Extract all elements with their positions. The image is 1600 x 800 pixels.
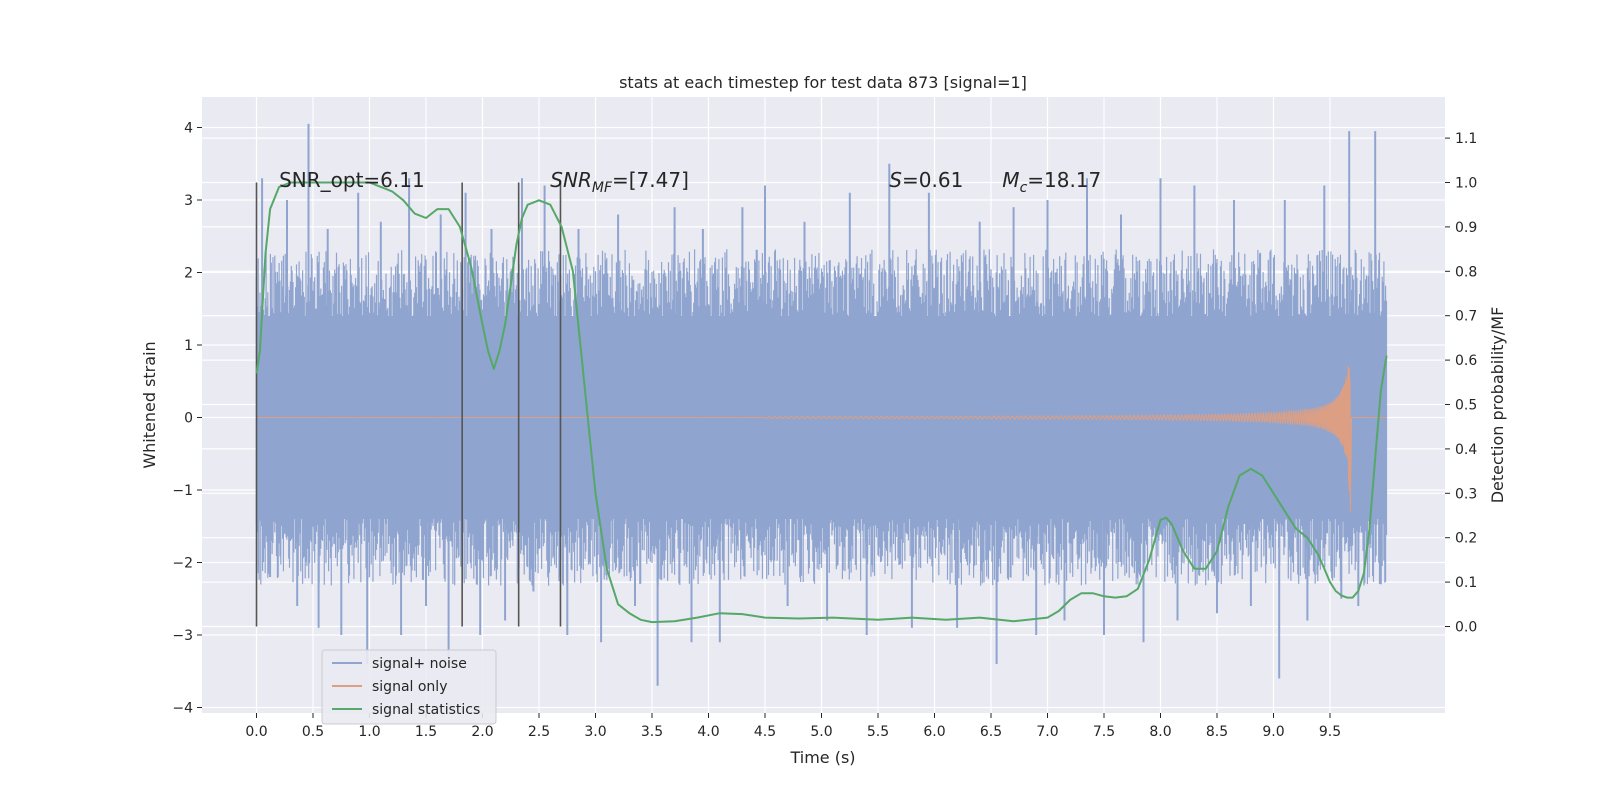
x-tick-label-11: 5.5: [867, 724, 889, 740]
right-y-tick-label-5: 0.6: [1455, 353, 1477, 369]
left-y-tick-label-7: −3: [172, 628, 193, 644]
right-y-tick-label-8: 0.3: [1455, 486, 1477, 502]
left-y-axis-label: Whitened strain: [140, 341, 159, 468]
signal-only-line: [256, 365, 1387, 512]
x-tick-label-7: 3.5: [641, 724, 663, 740]
annotations: SNR_opt=6.11 SNRMF=[7.47] S=0.61 Mc=18.17: [279, 168, 1101, 196]
right-y-tick-label-11: 0.0: [1455, 620, 1477, 636]
left-y-tick-label-4: 0: [184, 411, 193, 427]
left-y-tick-label-6: −2: [172, 556, 193, 572]
chart-title: stats at each timestep for test data 873…: [619, 73, 1027, 92]
x-tick-label-9: 4.5: [754, 724, 776, 740]
signal-statistics-line: [255, 181, 1388, 624]
x-tick-label-13: 6.5: [980, 724, 1002, 740]
x-tick-label-16: 8.0: [1149, 724, 1171, 740]
legend-label-signal-only: signal only: [372, 679, 447, 695]
vertical-markers: [255, 182, 562, 627]
annotation-0: SNR_opt=6.11: [279, 168, 425, 192]
x-tick-label-3: 1.5: [415, 724, 437, 740]
left-y-tick-label-3: 1: [184, 338, 193, 354]
right-y-tick-label-10: 0.1: [1455, 575, 1477, 591]
x-tick-label-8: 4.0: [697, 724, 719, 740]
x-tick-label-15: 7.5: [1093, 724, 1115, 740]
x-tick-label-19: 9.5: [1319, 724, 1341, 740]
x-tick-label-10: 5.0: [810, 724, 832, 740]
annotation-2: S=0.61: [889, 168, 963, 192]
left-y-tick-label-8: −4: [172, 701, 193, 717]
right-y-tick-label-7: 0.4: [1455, 442, 1477, 458]
legend-label-signal-noise: signal+ noise: [372, 656, 467, 672]
right-y-axis-label: Detection probability/MF: [1488, 307, 1507, 504]
x-tick-label-2: 1.0: [358, 724, 380, 740]
left-y-tick-label-0: 4: [184, 121, 193, 137]
x-tick-label-14: 7.0: [1036, 724, 1058, 740]
legend-label-signal-statistics: signal statistics: [372, 702, 480, 718]
right-y-tick-label-2: 0.9: [1455, 220, 1477, 236]
right-y-tick-label-0: 1.1: [1455, 131, 1477, 147]
signal-statistics-series: [255, 181, 1388, 624]
right-y-tick-label-4: 0.7: [1455, 309, 1477, 325]
legend-box: [321, 649, 497, 725]
x-axis-label: Time (s): [789, 748, 855, 767]
x-tick-label-18: 9.0: [1262, 724, 1284, 740]
x-tick-label-6: 3.0: [584, 724, 606, 740]
annotation-1: SNRMF=[7.47]: [550, 168, 689, 196]
right-y-axis-ticks: 1.1 1.0 0.9 0.8 0.7 0.6 0.5 0.4 0.3 0.2 0.1 0.0: [1445, 131, 1477, 636]
x-tick-label-5: 2.5: [528, 724, 550, 740]
right-y-tick-label-6: 0.5: [1455, 398, 1477, 414]
x-tick-label-12: 6.0: [923, 724, 945, 740]
annotation-3: Mc=18.17: [1002, 168, 1101, 196]
signal-only-series: [256, 365, 1387, 512]
x-tick-label-17: 8.5: [1206, 724, 1228, 740]
left-y-axis-ticks: 4 3 2 1 0 −1 −2 −3 −4: [172, 121, 202, 717]
right-y-tick-label-9: 0.2: [1455, 531, 1477, 547]
right-y-tick-label-1: 1.0: [1455, 176, 1477, 192]
left-y-tick-label-5: −1: [172, 483, 193, 499]
x-tick-label-4: 2.0: [471, 724, 493, 740]
left-y-tick-label-1: 3: [184, 193, 193, 209]
right-y-tick-label-3: 0.8: [1455, 264, 1477, 280]
legend: signal+ noise signal only signal statist…: [321, 649, 497, 725]
x-axis-ticks: 0.0 0.5 1.0 1.5 2.0 2.5 3.0 3.5 4.0 4.5 5.0 5.5 6.0 6…: [245, 713, 1341, 740]
x-tick-label-1: 0.5: [302, 724, 324, 740]
left-y-tick-label-2: 2: [184, 266, 193, 282]
x-tick-label-0: 0.0: [245, 724, 267, 740]
